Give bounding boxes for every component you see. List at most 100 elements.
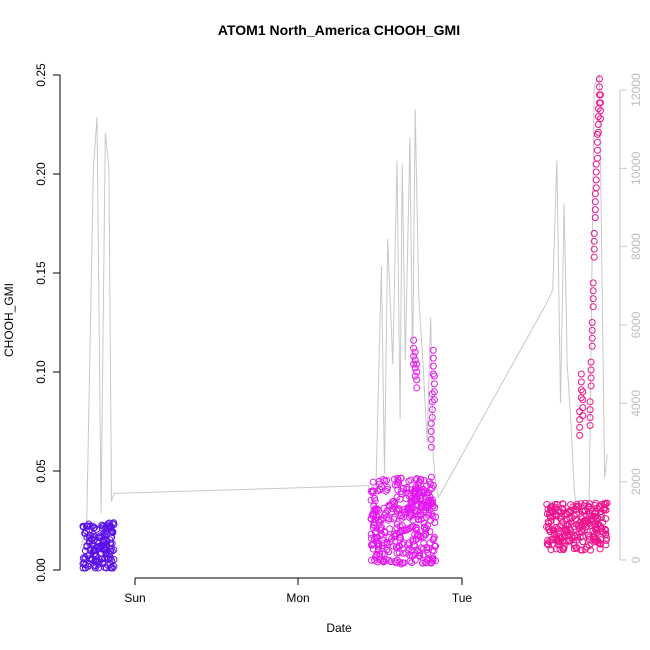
data-point — [90, 534, 97, 542]
data-point — [566, 537, 574, 545]
data-point — [546, 528, 554, 536]
data-point — [414, 516, 422, 524]
y-right-tick-label: 10000 — [629, 151, 643, 185]
data-point — [369, 545, 377, 553]
data-point — [594, 121, 602, 128]
data-point — [581, 499, 589, 507]
data-point — [382, 487, 390, 495]
data-point — [395, 533, 403, 541]
data-point — [589, 287, 597, 295]
data-point — [586, 406, 594, 414]
data-point — [409, 499, 417, 507]
data-point — [97, 555, 105, 563]
chart-title: ATOM1 North_America CHOOH_GMI — [218, 22, 460, 38]
data-point — [396, 536, 404, 544]
data-point — [420, 477, 428, 485]
data-point — [415, 531, 423, 539]
data-point — [406, 505, 414, 513]
data-point — [592, 160, 600, 168]
data-point — [394, 478, 402, 486]
y-left-tick-label: 0.25 — [34, 63, 48, 87]
data-point — [417, 502, 425, 510]
data-point — [570, 539, 577, 547]
data-point — [106, 561, 114, 568]
data-point — [580, 507, 588, 515]
data-point — [405, 477, 413, 485]
data-point — [429, 354, 437, 362]
data-point — [108, 557, 116, 564]
data-point — [406, 557, 414, 565]
data-point — [373, 513, 381, 521]
data-point — [578, 546, 586, 554]
data-point — [597, 508, 605, 515]
data-point — [410, 336, 418, 344]
data-point — [396, 558, 404, 566]
data-point — [592, 168, 600, 176]
y-left-tick-label: 0.05 — [34, 459, 48, 483]
data-points — [79, 75, 611, 572]
data-point — [100, 545, 108, 553]
data-point — [597, 91, 604, 99]
data-point — [593, 130, 601, 138]
data-point — [597, 523, 604, 530]
data-point — [393, 544, 401, 552]
x-tick-label: Tue — [452, 591, 473, 605]
data-point — [369, 478, 377, 486]
data-point — [407, 523, 415, 531]
data-point — [371, 494, 379, 502]
data-point — [414, 530, 422, 538]
data-point — [430, 380, 438, 388]
data-point — [384, 507, 392, 515]
data-point — [393, 556, 401, 564]
data-point — [406, 525, 413, 533]
data-point — [410, 551, 418, 559]
y-axis-label: CHOOH_GMI — [2, 283, 16, 357]
data-point — [430, 372, 438, 380]
data-point — [594, 113, 602, 121]
data-point — [577, 370, 585, 378]
data-point — [379, 536, 387, 544]
data-point — [110, 546, 118, 554]
data-point — [602, 531, 610, 539]
data-point — [402, 549, 410, 557]
data-point — [581, 545, 589, 553]
data-point — [368, 488, 376, 496]
data-point — [592, 176, 600, 184]
data-point — [430, 396, 438, 404]
data-point — [546, 513, 554, 521]
data-point — [543, 500, 551, 508]
data-point — [381, 550, 389, 558]
data-point — [592, 535, 600, 543]
data-point — [411, 372, 419, 380]
data-point — [552, 523, 560, 531]
data-point — [386, 502, 394, 510]
data-point — [571, 525, 579, 533]
data-point — [589, 279, 597, 287]
data-point — [396, 529, 404, 536]
data-point — [595, 75, 603, 83]
data-point — [379, 476, 387, 484]
data-point — [553, 501, 561, 508]
data-point — [100, 539, 108, 547]
data-point — [429, 546, 436, 554]
data-point — [79, 564, 87, 572]
data-point — [392, 543, 400, 551]
data-point — [427, 427, 435, 435]
x-axis: Sun Mon Tue — [124, 577, 473, 605]
data-point — [413, 485, 420, 493]
data-point — [389, 542, 397, 550]
data-point — [88, 535, 95, 543]
data-point — [425, 497, 433, 504]
data-point — [545, 541, 552, 549]
data-point — [587, 540, 595, 548]
y-left-tick-label: 0.20 — [34, 162, 48, 186]
data-point — [373, 540, 381, 548]
data-point — [556, 514, 564, 521]
data-point — [79, 560, 87, 568]
y-right-tick-label: 4000 — [629, 390, 643, 417]
data-point — [370, 519, 378, 526]
data-point — [373, 552, 380, 560]
data-point — [585, 500, 593, 508]
altitude-line — [79, 74, 608, 549]
data-point — [426, 528, 434, 535]
